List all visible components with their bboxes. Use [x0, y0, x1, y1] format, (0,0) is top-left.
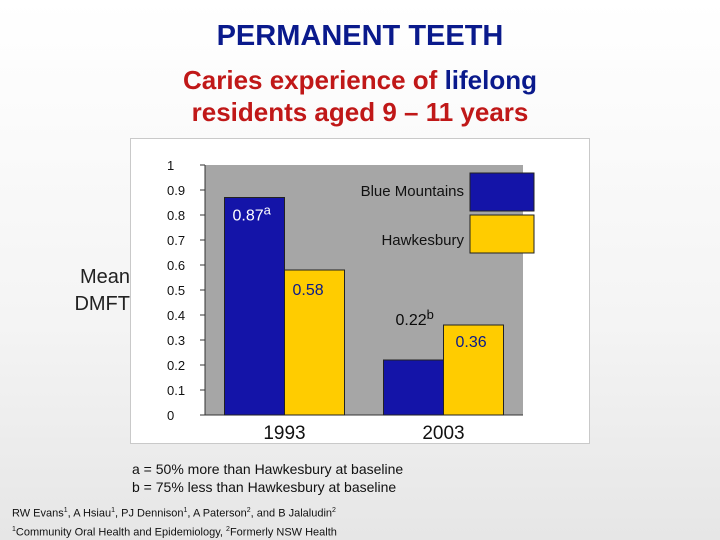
affiliation-1-marker: 1	[12, 525, 16, 533]
data-label: 0.87a	[233, 203, 272, 225]
x-tick-label: 2003	[422, 423, 464, 444]
bar	[383, 359, 444, 416]
author-affiliation-marker: 1	[183, 507, 188, 514]
affiliations: 1Community Oral Health and Epidemiology,…	[12, 522, 337, 540]
slide-title: PERMANENT TEETH	[216, 20, 504, 52]
author-name: A Paterson	[192, 507, 247, 520]
data-label: 0.36	[456, 334, 487, 351]
y-axis-label-line-2: DMFT	[74, 293, 130, 315]
legend-swatch	[469, 214, 535, 254]
y-axis-label-line-1: Mean	[79, 266, 130, 288]
author-name: A Hsiau	[73, 507, 112, 520]
y-tick-label: 0.6	[167, 258, 185, 273]
y-tick-label: 0.8	[167, 208, 185, 223]
y-tick-label: 0	[167, 408, 174, 423]
data-label-superscript: b	[427, 307, 434, 322]
data-label-superscript: a	[264, 203, 272, 218]
affiliation-2: Formerly NSW Health	[229, 526, 337, 539]
y-axis-label: Mean DMFT	[50, 264, 130, 318]
y-tick-label: 0.3	[167, 333, 185, 348]
bar	[443, 324, 504, 416]
data-label: 0.58	[293, 282, 324, 299]
y-tick-label: 0.4	[167, 308, 185, 323]
author-affiliation-marker: 2	[246, 507, 251, 514]
legend-label: Hawkesbury	[381, 232, 464, 249]
author-affiliation-marker: 1	[111, 507, 116, 514]
author-name: PJ Dennison	[121, 507, 184, 520]
data-label: 0.22b	[396, 307, 434, 329]
author-name: B Jalaludin	[278, 507, 333, 520]
slide-subtitle: Caries experience of lifelong residents …	[120, 64, 600, 128]
y-tick-label: 0.5	[167, 283, 185, 298]
footnote-a: a = 50% more than Hawkesbury at baseline	[132, 461, 404, 477]
footnote-b: b = 75% less than Hawkesbury at baseline	[132, 479, 397, 495]
subtitle-text: Caries experience of	[182, 65, 445, 95]
affiliation-2-marker: 2	[226, 525, 230, 533]
subtitle-line-2: residents aged 9 – 11 years	[191, 97, 529, 127]
author-affiliation-marker: 2	[332, 507, 336, 514]
author-name: RW Evans	[12, 507, 64, 520]
credits: RW Evans1, A Hsiau1, PJ Dennison1, A Pat…	[12, 503, 337, 540]
x-tick-label: 1993	[263, 423, 305, 444]
affiliation-1: Community Oral Health and Epidemiology,	[15, 526, 227, 539]
y-tick-label: 0.2	[167, 358, 185, 373]
y-tick-label: 0.9	[167, 183, 185, 198]
bar	[224, 197, 285, 416]
y-tick-label: 1	[167, 158, 174, 173]
legend-swatch	[469, 172, 535, 212]
legend-label: Blue Mountains	[361, 183, 464, 200]
subtitle-highlight: lifelong	[444, 65, 537, 95]
y-tick-label: 0.7	[167, 233, 185, 248]
author-list: RW Evans1, A Hsiau1, PJ Dennison1, A Pat…	[12, 507, 336, 520]
y-tick-label: 0.1	[167, 383, 185, 398]
author-affiliation-marker: 1	[63, 507, 68, 514]
bar	[284, 269, 345, 416]
footnotes: a = 50% more than Hawkesbury at baseline…	[132, 460, 403, 496]
